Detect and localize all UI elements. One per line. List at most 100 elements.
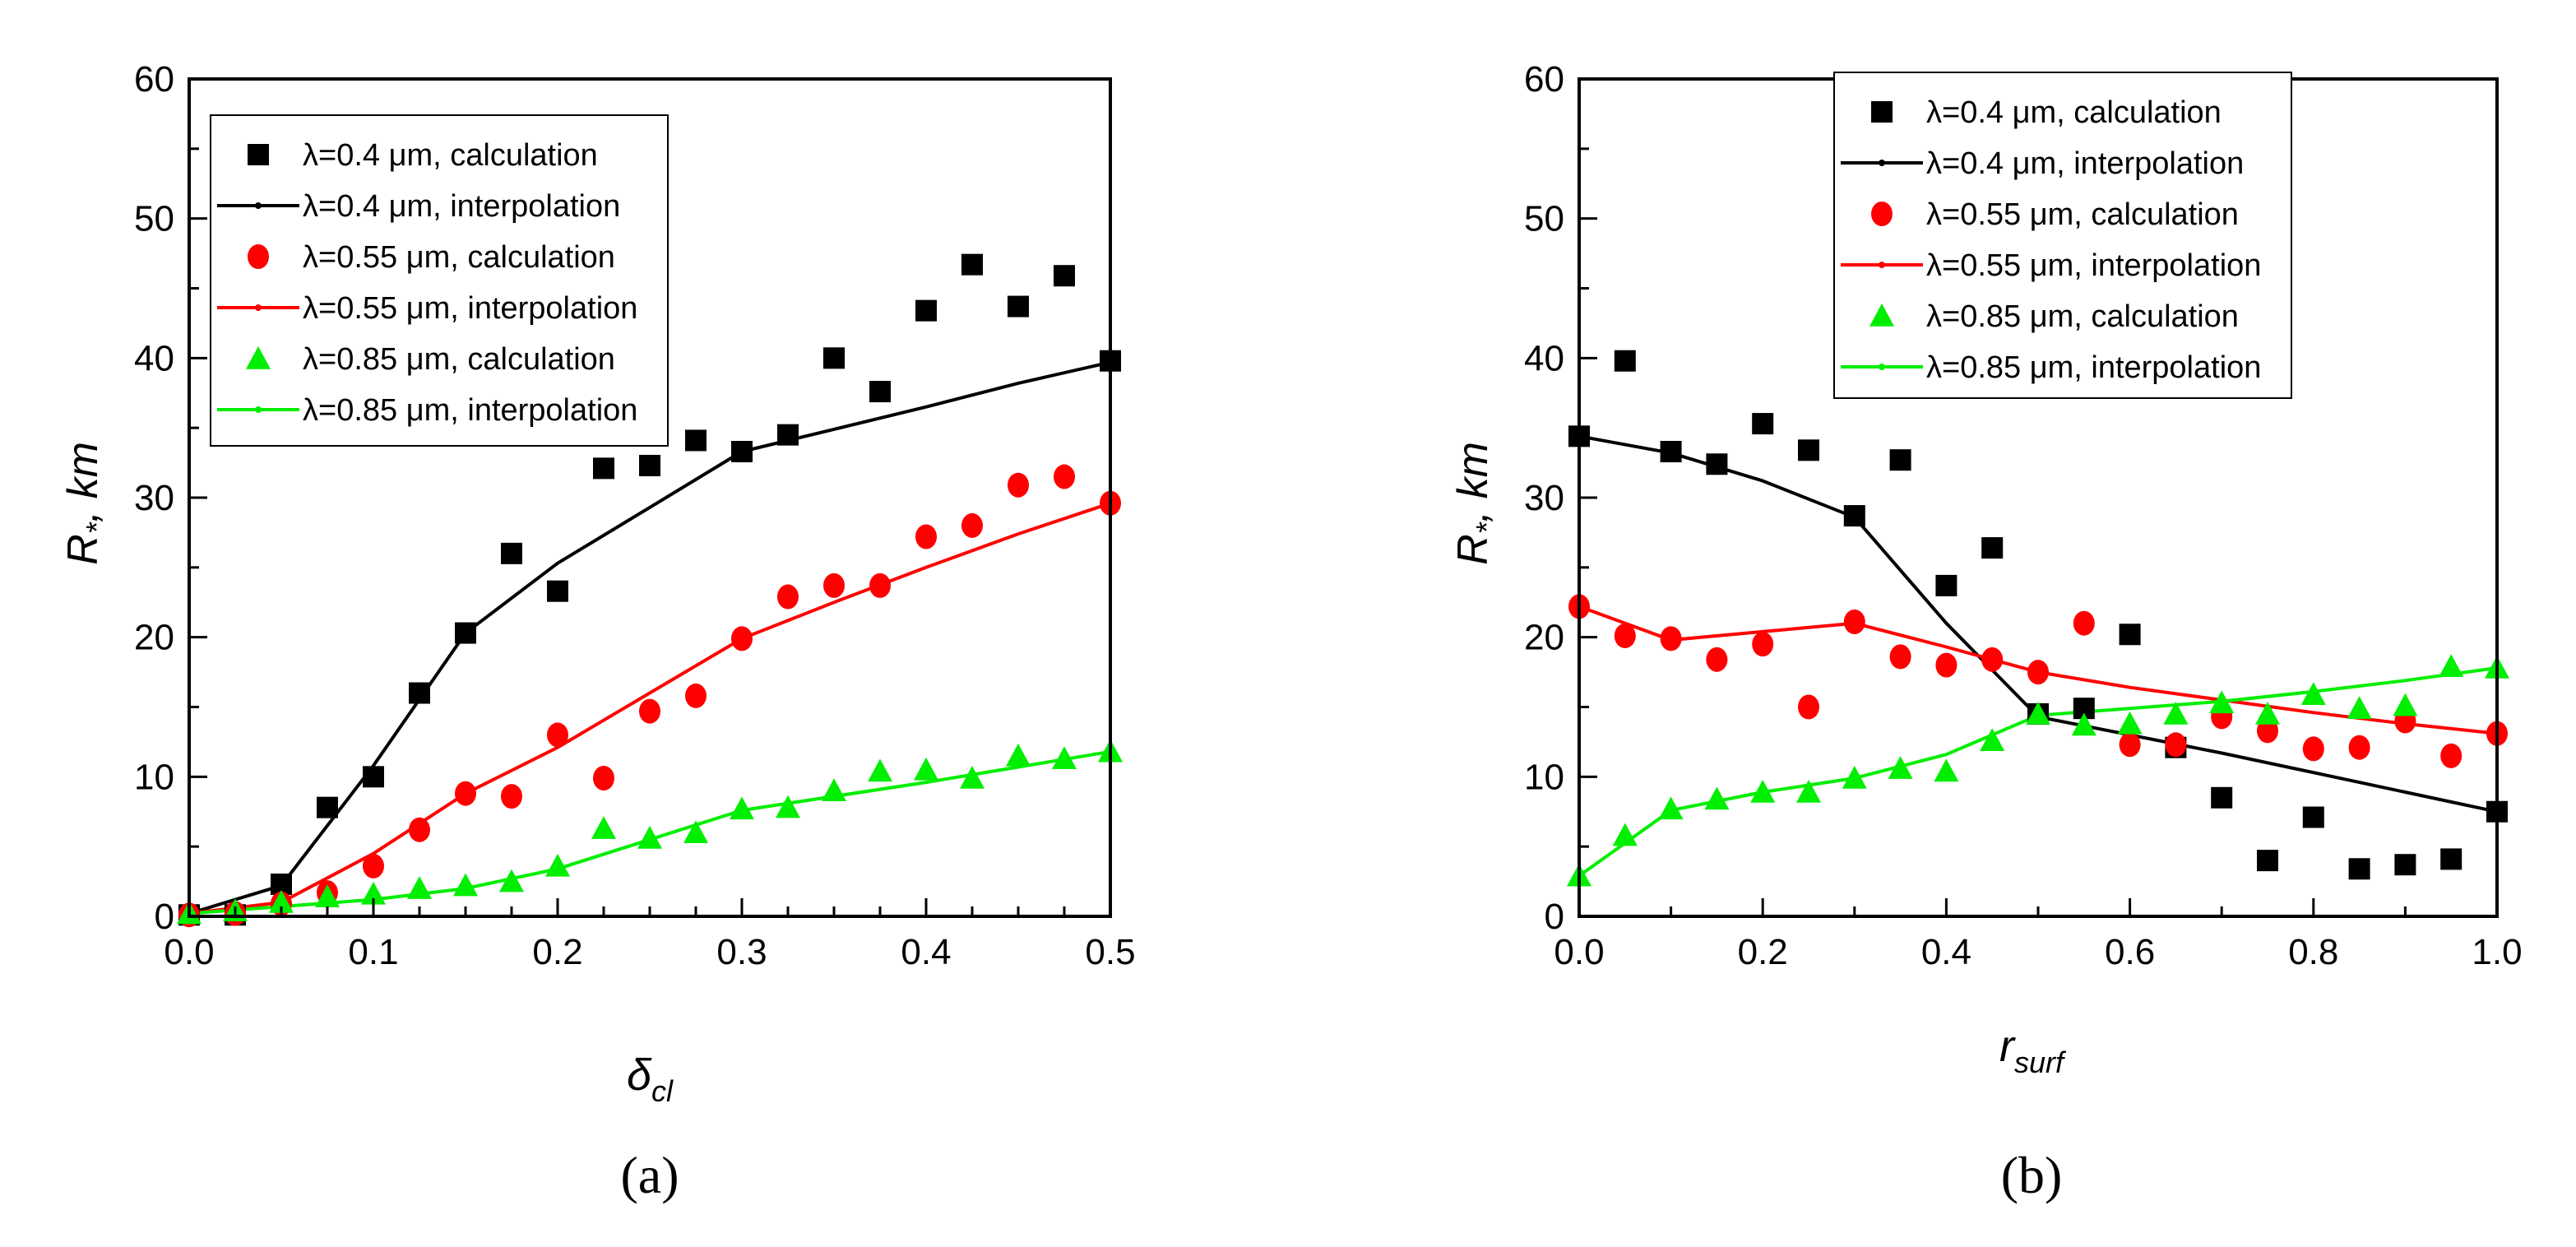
series-2-point-2-b [1660, 626, 1682, 651]
series-0-point-6-a [455, 622, 476, 644]
y-axis-label-a: R*, km [59, 442, 114, 565]
series-2-point-17-a [961, 512, 983, 538]
series-0-point-9-b [1981, 537, 2004, 559]
legend-marker-0-a [248, 144, 269, 165]
series-4-point-5-b [1796, 779, 1821, 803]
series-4-point-5-a [407, 876, 432, 899]
series-2-point-11-a [685, 683, 707, 708]
y-tick-label-b: 30 [1524, 478, 1564, 518]
legend-box-a [210, 114, 669, 447]
series-0-point-9-a [593, 457, 614, 480]
series-4-point-6-a [453, 873, 478, 897]
ticks-b [1578, 77, 2499, 918]
series-0-point-19-a [1054, 265, 1075, 287]
series-4-point-15-a [868, 758, 892, 782]
ticks-a [188, 77, 1112, 918]
y-axis-label-b: R*, km [1449, 442, 1503, 565]
series-4-point-4-b [1750, 779, 1776, 803]
series-2-point-8-b [1935, 652, 1957, 678]
x-tick-label-b: 1.0 [2472, 932, 2522, 972]
series-0-point-7-b [1889, 449, 1911, 471]
series-2-point-13-a [777, 584, 799, 610]
series-4-point-17-b [2347, 696, 2372, 719]
series-4-point-3-a [315, 884, 340, 907]
series-0-point-19-b [2440, 848, 2462, 870]
series-0-point-15-b [2257, 850, 2278, 872]
series-4-point-6-b [1842, 766, 1867, 789]
series-4-point-9-a [591, 816, 616, 839]
series-4-point-3-b [1704, 786, 1730, 810]
legend-label-2-a: λ=0.55 μm, calculation [303, 240, 615, 275]
legend-label-3-a: λ=0.55 μm, interpolation [303, 291, 637, 326]
tick-labels-b: 0.0 0.2 0.4 0.6 0.8 1.0 0 10 20 30 40 50 60 [1524, 59, 2523, 972]
series-0-point-8-b [1935, 574, 1957, 596]
series-2-point-8-a [547, 722, 568, 748]
series-0-point-18-a [1008, 295, 1029, 318]
series-0-point-12-a [731, 441, 753, 463]
x-axis-label-b: rsurf [1999, 1022, 2067, 1079]
y-tick-label-b: 50 [1524, 199, 1564, 239]
series-4-point-7-a [499, 869, 524, 892]
y-tick-label-a: 20 [134, 618, 174, 658]
series-4-point-4-a [361, 881, 386, 905]
legend-dot-5-a [255, 406, 262, 413]
x-tick-label-b: 0.2 [1738, 932, 1788, 972]
tick-labels-a: 0.0 0.1 0.2 0.3 0.4 0.5 0 10 20 30 40 50 60 [134, 59, 1136, 972]
series-0-point-7-a [501, 542, 522, 564]
series-0-point-12-b [2119, 624, 2141, 646]
legend-label-2-b: λ=0.55 μm, calculation [1926, 197, 2239, 232]
series-2-point-13-b [2165, 732, 2187, 758]
series-2-point-19-a [1054, 464, 1075, 489]
series-2-point-15-b [2257, 718, 2278, 744]
series-2-point-3-b [1706, 647, 1728, 672]
series-4-point-15-b [2255, 701, 2280, 725]
series-4-point-13-b [2163, 701, 2189, 725]
panel-label-a: (a) [620, 1146, 679, 1204]
series-2-point-19-b [2440, 743, 2462, 768]
series-0-point-18-b [2394, 854, 2416, 876]
series-2-point-16-a [915, 524, 937, 549]
series-2-point-7-b [1889, 644, 1911, 670]
legend-label-4-a: λ=0.85 μm, calculation [303, 342, 615, 377]
chart-panel-b: 0.0 0.2 0.4 0.6 0.8 1.0 0 10 20 30 40 50 60 R*, km r… [1449, 59, 2523, 1204]
series-2-point-10-b [2027, 660, 2049, 685]
legend-marker-2-a [248, 244, 269, 269]
series-4-point-13-a [776, 795, 800, 818]
series-layer-b [1567, 350, 2509, 887]
y-tick-label-b: 10 [1524, 757, 1564, 797]
series-4-point-10-b [2026, 701, 2050, 725]
series-2-point-4-b [1752, 632, 1774, 657]
series-2-point-17-b [2348, 735, 2370, 760]
series-0-point-4-b [1752, 413, 1774, 435]
series-4-point-2-b [1658, 796, 1684, 820]
series-0-point-13-a [777, 424, 799, 446]
legend-marker-0-b [1871, 101, 1893, 123]
x-axis-label-a: δcl [627, 1050, 674, 1108]
legend-label-0-b: λ=0.4 μm, calculation [1926, 95, 2222, 130]
x-tick-label-b: 0.4 [1921, 932, 1971, 972]
y-tick-label-a: 0 [155, 897, 174, 937]
series-3-line-a [188, 501, 1111, 916]
legend-label-1-b: λ=0.4 μm, interpolation [1926, 146, 2244, 181]
series-0-point-3-a [317, 796, 338, 818]
series-4-point-19-a [1052, 746, 1077, 770]
y-tick-label-b: 20 [1524, 618, 1564, 658]
series-0-point-10-a [639, 454, 660, 476]
x-tick-label-a: 0.2 [532, 932, 582, 972]
series-0-point-14-a [823, 347, 845, 369]
series-4-point-10-a [637, 825, 662, 849]
legend-dot-1-a [255, 202, 262, 209]
legend-label-0-a: λ=0.4 μm, calculation [303, 138, 598, 173]
y-tick-label-a: 50 [134, 199, 174, 239]
legend-b: λ=0.4 μm, calculation λ=0.4 μm, interpola… [1833, 72, 2292, 399]
legend-label-5-a: λ=0.85 μm, interpolation [303, 393, 637, 428]
panel-label-b: (b) [2001, 1146, 2063, 1204]
x-tick-label-a: 0.0 [164, 932, 214, 972]
x-tick-label-a: 0.3 [716, 932, 767, 972]
series-layer-a [177, 253, 1123, 928]
y-tick-label-b: 40 [1524, 338, 1564, 378]
series-4-point-19-b [2439, 654, 2464, 678]
series-0-point-2-b [1660, 441, 1682, 463]
legend-dot-5-b [1879, 364, 1885, 370]
